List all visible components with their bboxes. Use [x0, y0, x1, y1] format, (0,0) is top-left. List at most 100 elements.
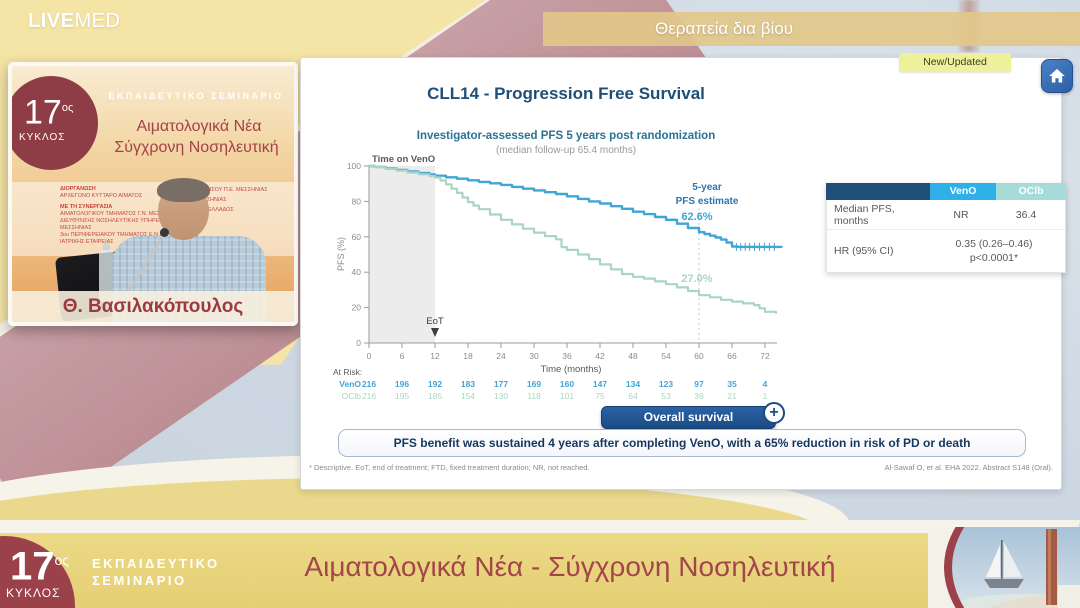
- svg-text:64: 64: [628, 391, 638, 401]
- median-pfs-oclb: 36.4: [1015, 208, 1037, 221]
- svg-text:39: 39: [694, 391, 704, 401]
- svg-text:216: 216: [362, 379, 376, 389]
- svg-text:134: 134: [626, 379, 640, 389]
- water-bottle-cap: [103, 243, 110, 252]
- pfs-summary-table: VenO OClb Median PFS, months NR 36.4 HR …: [826, 183, 1066, 273]
- svg-text:60: 60: [352, 232, 362, 242]
- svg-text:195: 195: [395, 391, 409, 401]
- ship-icon: [924, 520, 1080, 608]
- svg-text:EoT: EoT: [426, 316, 444, 327]
- table-body: Median PFS, months NR 36.4 HR (95% CI) 0…: [826, 200, 1066, 273]
- footer-white-curve: [0, 520, 1080, 536]
- svg-text:40: 40: [352, 267, 362, 277]
- svg-text:185: 185: [428, 391, 442, 401]
- svg-text:42: 42: [595, 351, 605, 361]
- cycle-number: 17ος: [24, 93, 74, 132]
- speaker-hair: [157, 178, 210, 202]
- svg-text:196: 196: [395, 379, 409, 389]
- svg-text:80: 80: [352, 196, 362, 206]
- hr-value-cell: 0.35 (0.26–0.46) p<0.0001*: [929, 237, 1059, 265]
- footnote-left: * Descriptive. EoT, end of treatment; FT…: [309, 463, 590, 472]
- svg-text:97: 97: [694, 379, 704, 389]
- cycle-word: ΚΥΚΛΟΣ: [19, 132, 66, 143]
- table-row: Median PFS, months NR 36.4: [827, 200, 1065, 230]
- svg-text:27.0%: 27.0%: [681, 273, 712, 285]
- svg-text:18: 18: [463, 351, 473, 361]
- svg-text:192: 192: [428, 379, 442, 389]
- p-value: p<0.0001*: [969, 252, 1019, 264]
- svg-text:160: 160: [560, 379, 574, 389]
- brand-bold: LIVE: [28, 10, 75, 32]
- callout-box: PFS benefit was sustained 4 years after …: [338, 429, 1026, 457]
- svg-text:OClb: OClb: [342, 391, 362, 401]
- svg-text:183: 183: [461, 379, 475, 389]
- home-button[interactable]: [1041, 59, 1073, 93]
- svg-text:123: 123: [659, 379, 673, 389]
- svg-text:At Risk:: At Risk:: [333, 367, 362, 377]
- home-icon: [1049, 68, 1065, 83]
- topic-band: Θεραπεία δια βίου: [543, 12, 1080, 46]
- svg-text:48: 48: [628, 351, 638, 361]
- svg-text:20: 20: [352, 303, 362, 313]
- svg-text:36: 36: [562, 351, 572, 361]
- table-header-oclb: OClb: [996, 183, 1066, 200]
- row-label: HR (95% CI): [834, 245, 894, 257]
- expand-plus-icon[interactable]: +: [763, 402, 785, 424]
- footer-title: Αιματολογικά Νέα - Σύγχρονη Νοσηλευτική: [304, 551, 836, 582]
- speaker-name: Θ. Βασιλακόπουλος: [62, 296, 244, 317]
- svg-text:12: 12: [430, 351, 440, 361]
- svg-text:21: 21: [727, 391, 737, 401]
- webcam-panel: 17ος ΚΥΚΛΟΣ ΕΚΠΑΙΔΕΥΤΙΚΟ ΣΕΜΙΝΑΡΙΟ Αιματ…: [8, 62, 298, 326]
- svg-text:75: 75: [595, 391, 605, 401]
- svg-text:30: 30: [529, 351, 539, 361]
- svg-text:0: 0: [356, 338, 361, 348]
- poster-organizers-text: ΔΙΟΡΓΑΝΩΣΗ ΑΡΧΕΓΟΝΟ ΚΥΤΤΑΡΟ ΑΙΜΑΤΟΣ ΜΕ Τ…: [60, 186, 183, 245]
- svg-text:Time on VenO: Time on VenO: [372, 154, 435, 165]
- footer-cycle-word: ΚΥΚΛΟΣ: [6, 586, 61, 600]
- svg-text:0: 0: [367, 351, 372, 361]
- svg-text:118: 118: [527, 391, 541, 401]
- table-row: HR (95% CI) 0.35 (0.26–0.46) p<0.0001*: [827, 230, 1065, 272]
- chart-subheading: (median follow-up 65.4 months): [495, 145, 637, 156]
- svg-text:101: 101: [560, 391, 574, 401]
- footnote-citation: Al-Sawaf O, et al. EHA 2022. Abstract S1…: [884, 463, 1053, 472]
- svg-text:53: 53: [661, 391, 671, 401]
- poster-seminar-label: ΕΚΠΑΙΔΕΥΤΙΚΟ ΣΕΜΙΝΑΡΙΟ: [108, 91, 284, 101]
- svg-text:100: 100: [347, 161, 361, 171]
- livemed-logo: LIVEMED: [28, 10, 120, 33]
- poster-right-text: ΟΝΝΗΣΟΥ Π.Ε. ΜΕΣΣΗΝΙΑΣ ΜΕΣΣΗΝΙΑΣ ΤΩΝ ΕΛΛ…: [195, 187, 268, 213]
- water-bottle: [99, 250, 114, 302]
- table-corner-cell: [826, 183, 930, 200]
- svg-text:PFS (%): PFS (%): [336, 237, 346, 271]
- chart-heading: Investigator-assessed PFS 5 years post r…: [416, 130, 716, 142]
- svg-text:VenO: VenO: [339, 379, 361, 389]
- km-survival-chart: Time on VenO 0 20 40 60 80 100 0 6 12 18 24 30 36 42 48…: [333, 154, 783, 401]
- footer-bar: [0, 533, 1080, 608]
- svg-text:1: 1: [763, 391, 768, 401]
- svg-text:154: 154: [461, 391, 475, 401]
- table-header-row: VenO OClb: [826, 183, 1066, 200]
- median-pfs-veno: NR: [953, 208, 969, 221]
- table-header-veno: VenO: [930, 183, 996, 200]
- svg-text:4: 4: [763, 379, 768, 389]
- microphone-icon: [160, 228, 169, 237]
- svg-text:66: 66: [727, 351, 737, 361]
- footer-cycle-number: 17ος: [10, 544, 70, 589]
- svg-text:177: 177: [494, 379, 508, 389]
- topic-band-label: Θεραπεία δια βίου: [655, 19, 794, 38]
- svg-text:PFS estimate: PFS estimate: [676, 196, 739, 207]
- brand-light: MED: [74, 10, 121, 32]
- svg-text:24: 24: [496, 351, 506, 361]
- slide-title: CLL14 - Progression Free Survival: [427, 84, 705, 103]
- hr-value: 0.35 (0.26–0.46): [955, 238, 1033, 250]
- overall-survival-button[interactable]: Overall survival: [601, 406, 776, 429]
- svg-text:35: 35: [727, 379, 737, 389]
- svg-text:Time (months): Time (months): [541, 364, 602, 375]
- svg-text:216: 216: [362, 391, 376, 401]
- svg-text:169: 169: [527, 379, 541, 389]
- speaker-name-banner: Θ. Βασιλακόπουλος: [12, 291, 294, 322]
- row-label: Median PFS, months: [834, 202, 895, 227]
- slide: New/Updated CLL14 - Progression Free Sur…: [300, 53, 1073, 490]
- poster-title-line1: Αιματολογικά Νέα: [136, 118, 262, 135]
- footer-seminar-label: ΕΚΠΑΙΔΕΥΤΙΚΟ ΣΕΜΙΝΑΡΙΟ: [92, 556, 220, 588]
